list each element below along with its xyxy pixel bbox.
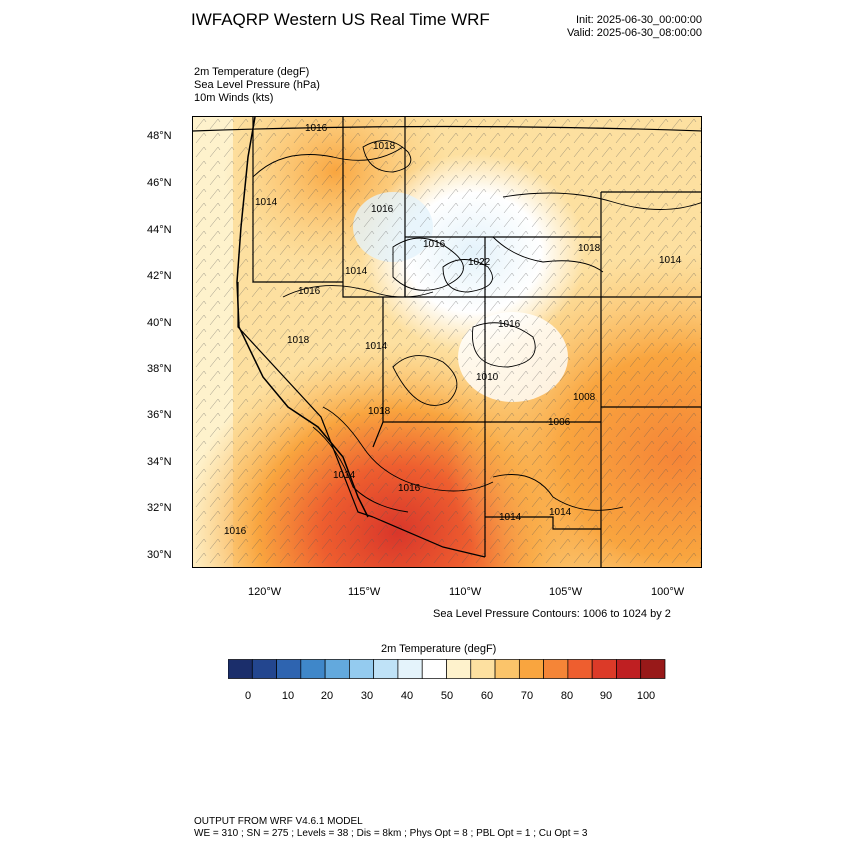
colorbar-swatch [373,659,399,679]
model-footer: OUTPUT FROM WRF V4.6.1 MODEL WE = 310 ; … [194,816,587,840]
pressure-label: 1014 [499,512,522,523]
state-boundaries [193,117,701,567]
pressure-label: 1014 [255,197,278,208]
colorbar-swatch [324,659,350,679]
pressure-label: 1016 [371,204,394,215]
colorbar-swatch [518,659,544,679]
pressure-label: 1018 [287,335,310,346]
colorbar-title: 2m Temperature (degF) [381,643,497,655]
colorbar [227,659,666,684]
pressure-label: 1018 [373,141,396,152]
valid-time: Valid: 2025-06-30_08:00:00 [567,27,702,39]
colorbar-swatch [591,659,617,679]
lat-label: 42°N [147,270,172,282]
pressure-label: 1006 [548,417,571,428]
coastline [236,117,369,518]
colorbar-swatch [470,659,496,679]
colorbar-swatch [567,659,593,679]
colorbar-swatch [397,659,423,679]
colorbar-label: 0 [244,690,252,702]
colorbar-label: 40 [400,690,414,702]
colorbar-swatch [446,659,472,679]
lat-label: 38°N [147,363,172,375]
field-winds: 10m Winds (kts) [194,92,274,104]
lon-label: 110°W [449,586,482,598]
pressure-label: 1014 [659,255,682,266]
colorbar-swatch [251,659,277,679]
init-valid-times: Init: 2025-06-30_00:00:00 Valid: 2025-06… [567,14,702,40]
colorbar-label: 50 [440,690,454,702]
colorbar-label: 30 [360,690,374,702]
init-time: Init: 2025-06-30_00:00:00 [576,14,702,26]
pressure-label: 1014 [549,507,572,518]
colorbar-swatch [276,659,302,679]
field-temperature: 2m Temperature (degF) [194,66,310,78]
contour-note: Sea Level Pressure Contours: 1006 to 102… [433,608,671,620]
pressure-label: 1018 [368,406,391,417]
footer-model: OUTPUT FROM WRF V4.6.1 MODEL [194,816,363,827]
pressure-label: 1016 [305,123,328,134]
colorbar-swatch [543,659,569,679]
pressure-label-group: 1016 1018 1014 1016 1016 1022 1018 1014 … [224,123,682,537]
pressure-label: 1014 [333,470,356,481]
colorbar-label: 100 [636,690,656,702]
field-list: 2m Temperature (degF) Sea Level Pressure… [194,66,320,105]
pressure-label: 1016 [298,286,321,297]
colorbar-label: 90 [599,690,613,702]
pressure-label: 1016 [224,526,247,537]
colorbar-label: 60 [480,690,494,702]
lat-label: 34°N [147,456,172,468]
pressure-label: 1016 [423,239,446,250]
footer-config: WE = 310 ; SN = 275 ; Levels = 38 ; Dis … [194,828,588,839]
colorbar-label: 20 [320,690,334,702]
lat-label: 46°N [147,177,172,189]
pressure-label: 1022 [468,257,491,268]
map-panel: 1016 1018 1014 1016 1016 1022 1018 1014 … [192,116,702,568]
lat-label: 32°N [147,502,172,514]
wind-barbs [193,117,701,567]
field-pressure: Sea Level Pressure (hPa) [194,79,320,91]
lat-label: 36°N [147,409,172,421]
lon-label: 105°W [549,586,583,598]
lat-label: 40°N [147,317,172,329]
lon-label: 100°W [651,586,685,598]
pressure-label: 1014 [345,266,368,277]
pressure-label: 1010 [476,372,499,383]
colorbar-swatch [349,659,375,679]
colorbar-swatch [227,659,253,679]
lon-label: 120°W [248,586,282,598]
colorbar-swatch [300,659,326,679]
pressure-label: 1014 [365,341,388,352]
lat-label: 30°N [147,549,172,561]
lat-label: 44°N [147,224,172,236]
pressure-label: 1016 [498,319,521,330]
plot-title: IWFAQRP Western US Real Time WRF [191,10,490,29]
colorbar-label: 10 [281,690,295,702]
colorbar-label: 80 [560,690,574,702]
pressure-contours [252,140,701,513]
colorbar-swatch [421,659,447,679]
pressure-label: 1018 [578,243,601,254]
pressure-label: 1016 [398,483,421,494]
colorbar-swatch [640,659,666,679]
lat-label: 48°N [147,130,172,142]
colorbar-swatch [616,659,642,679]
pressure-label: 1008 [573,392,596,403]
colorbar-swatch [494,659,520,679]
lon-label: 115°W [348,586,381,598]
colorbar-label: 70 [520,690,534,702]
